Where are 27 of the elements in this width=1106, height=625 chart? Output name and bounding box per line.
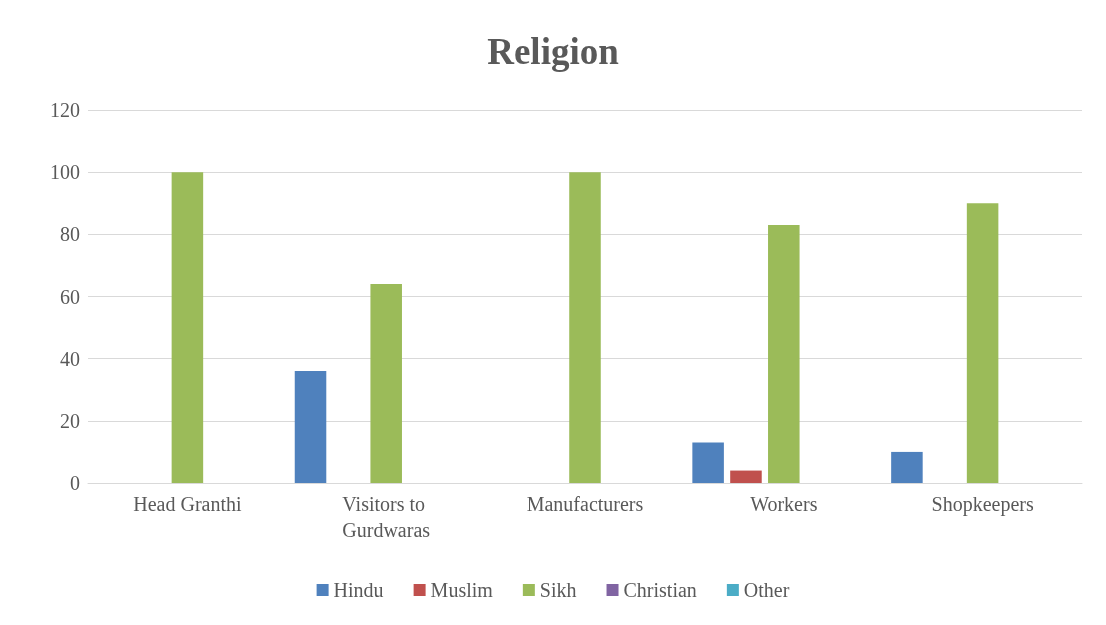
legend-label: Muslim [430, 579, 494, 601]
legend-label: Other [743, 579, 790, 601]
y-tick-label: 100 [50, 161, 80, 184]
x-tick-label: Workers [750, 493, 818, 515]
y-tick-label: 120 [50, 99, 80, 121]
bar [966, 203, 999, 483]
bar [370, 284, 402, 483]
legend-label: Christian [623, 579, 697, 601]
legend-label: Hindu [333, 579, 384, 601]
bar [730, 470, 762, 483]
bar [891, 451, 923, 483]
bar [692, 442, 724, 483]
bar [768, 225, 800, 483]
chart-title: Religion [487, 31, 620, 72]
x-tick-label: Manufacturers [526, 493, 644, 515]
y-tick-label: 40 [60, 347, 80, 370]
bar [569, 172, 601, 483]
x-tick-label: Visitors to Gurdwaras [342, 493, 431, 541]
legend-label: Sikh [539, 579, 577, 601]
y-tick-label: 80 [60, 223, 80, 246]
x-tick-label: Shopkeepers [931, 493, 1034, 516]
y-tick-label: 60 [60, 285, 80, 308]
bar [171, 172, 204, 483]
y-tick-label: 20 [60, 409, 80, 432]
x-tick-label: Head Granthi [133, 493, 242, 515]
bar [294, 371, 327, 483]
y-tick-label: 0 [70, 472, 80, 494]
